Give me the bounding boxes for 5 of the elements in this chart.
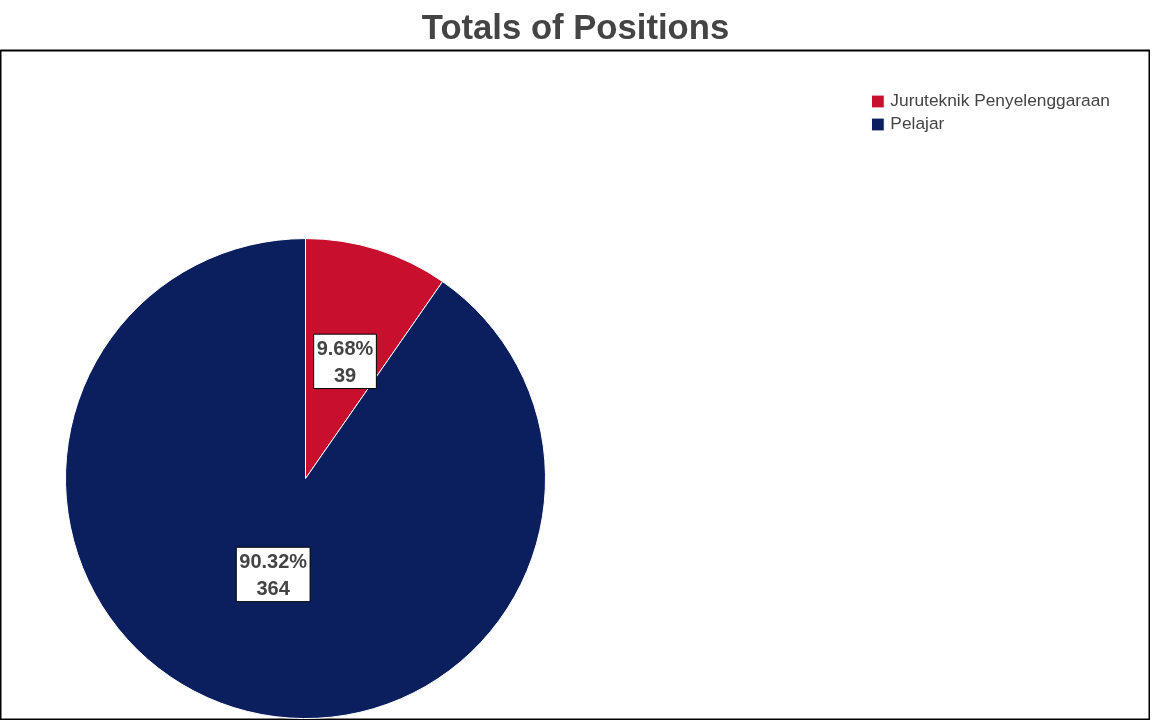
legend-label: Pelajar	[890, 113, 945, 134]
legend-label: Juruteknik Penyelenggaraan	[890, 90, 1110, 111]
data-label: 9.68% 39	[316, 337, 374, 386]
chart-title: Totals of Positions	[421, 7, 730, 46]
data-label: 90.32% 364	[239, 550, 308, 599]
